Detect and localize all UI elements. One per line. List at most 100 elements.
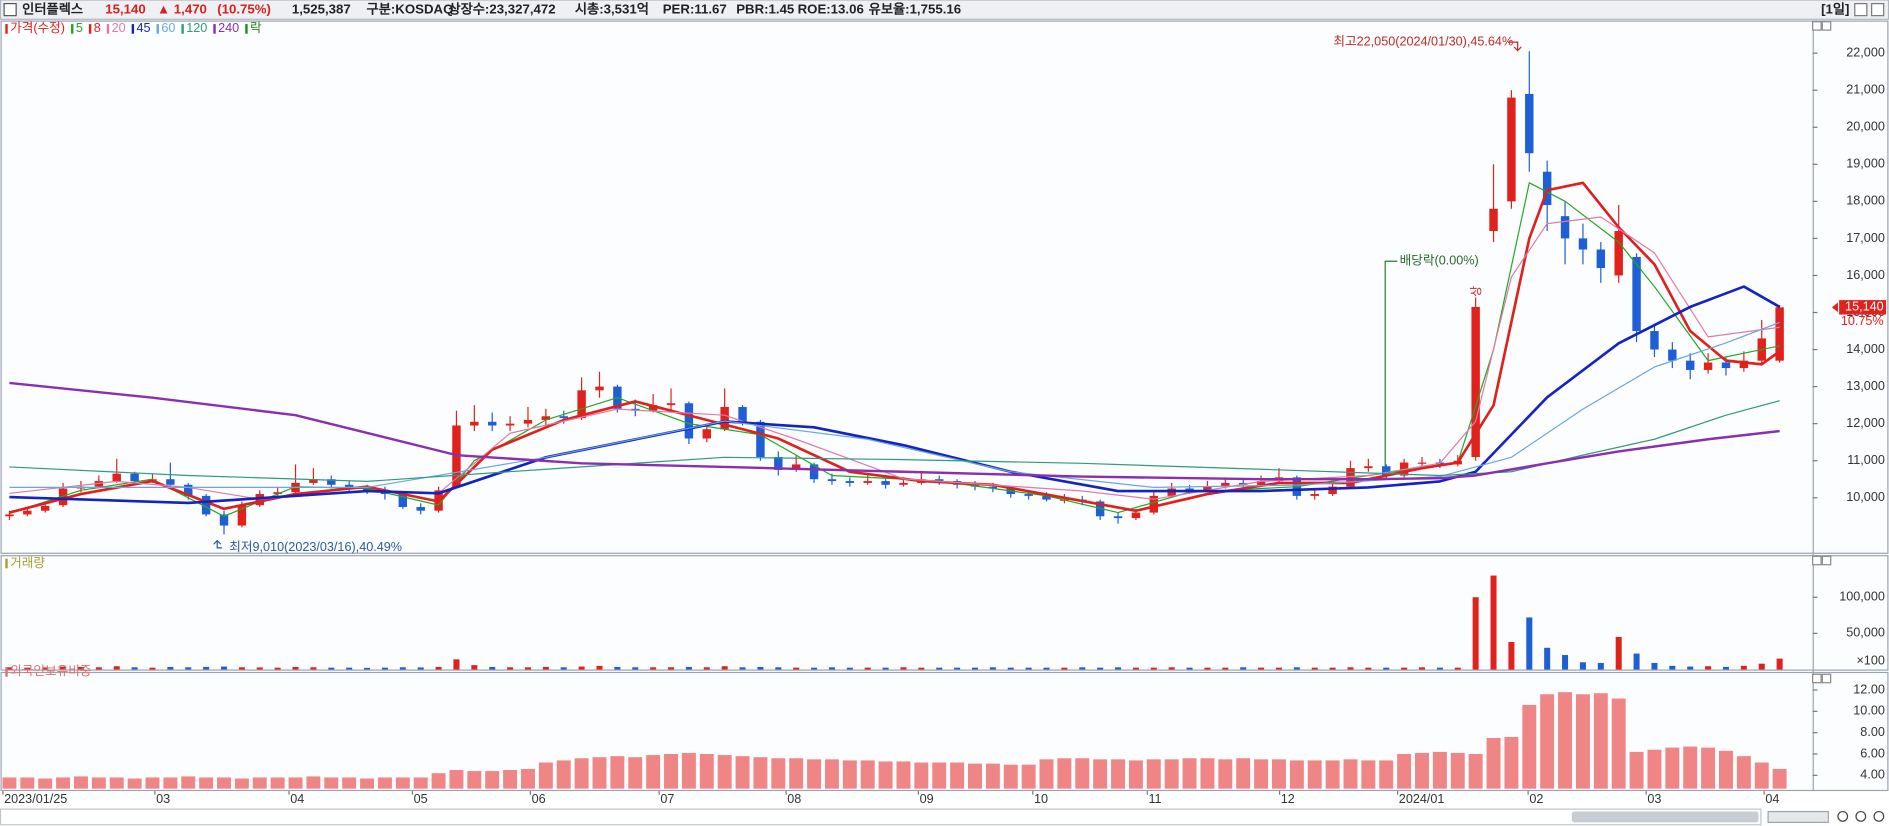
pane-button[interactable] — [1821, 21, 1832, 31]
pbr: PBR:1.45 — [736, 2, 794, 17]
foreign-ratio-bar — [306, 776, 321, 789]
candle-body — [1382, 466, 1391, 476]
candle-body — [1131, 512, 1141, 519]
pane-buttons — [1812, 21, 1832, 684]
candle-body — [1328, 486, 1337, 495]
candle-body — [899, 482, 908, 485]
volume-bar — [900, 667, 907, 670]
volume-bar — [1508, 642, 1515, 670]
zoom-in[interactable] — [1837, 810, 1849, 822]
zoom-slider[interactable] — [1767, 810, 1829, 823]
foreign-ratio-bar — [1325, 760, 1340, 789]
volume-bar — [560, 667, 567, 670]
candle-body — [309, 479, 318, 483]
candle-body — [23, 510, 32, 515]
price-pane — [0, 20, 1889, 554]
foreign-ratio-bar — [1182, 758, 1197, 789]
close-button[interactable] — [1871, 3, 1885, 17]
y-tick-label: 8.00 — [1860, 725, 1885, 739]
foreign-ratio-bar — [377, 777, 392, 789]
x-tick-label: 04 — [290, 792, 304, 806]
zoom-out[interactable] — [1855, 810, 1867, 822]
volume-bar — [1347, 667, 1354, 670]
foreign-ratio-bar — [556, 760, 571, 789]
x-tick-label: 09 — [920, 792, 934, 806]
volume-bar — [650, 667, 657, 670]
period[interactable]: [1일] — [1821, 2, 1849, 17]
zoom-reset[interactable] — [1873, 810, 1885, 822]
candle-body — [1721, 362, 1731, 369]
stock-name: 인터플렉스 — [22, 1, 83, 17]
candle-body — [1614, 230, 1623, 276]
legend-label: 120 — [186, 21, 207, 35]
pane-button[interactable] — [1821, 673, 1832, 684]
pane-button[interactable] — [1821, 555, 1832, 566]
volume-bar — [918, 667, 925, 670]
foreign-ratio-bar — [145, 777, 160, 789]
foreign-ratio-bar — [91, 777, 106, 789]
volume-bar — [1061, 667, 1068, 670]
foreign-ratio-bar — [842, 760, 857, 789]
legend-swatch — [71, 24, 74, 34]
foreign-ratio-bar — [181, 776, 196, 789]
per: PER:11.67 — [663, 2, 727, 17]
foreign-ratio-bar — [1039, 759, 1054, 789]
scrollbar-thumb[interactable] — [1571, 811, 1759, 823]
y-tick-label: 12,000 — [1846, 416, 1885, 430]
foreign-ratio-bar — [950, 762, 965, 789]
legend-label: 240 — [218, 21, 239, 35]
candle-body — [541, 416, 551, 420]
candle-body — [130, 473, 139, 482]
foreign-ratio-bar — [628, 757, 643, 789]
foreign-ratio-bar — [485, 771, 500, 789]
volume-bar — [524, 667, 531, 670]
foreign-ratio-bar — [1218, 759, 1233, 789]
x-tick-label: 08 — [787, 792, 801, 806]
volume-bar — [435, 666, 442, 670]
candle-body — [488, 421, 497, 426]
foreign-ratio-bar — [1504, 736, 1519, 789]
x-tick-label: 06 — [532, 792, 546, 806]
volume-bar — [1687, 666, 1694, 670]
volume-bar — [1651, 662, 1658, 670]
foreign-ratio-bar — [878, 761, 893, 789]
foreign-ratio-bar — [234, 778, 249, 789]
foreign-ratio-bar — [1415, 752, 1429, 789]
pane-button[interactable] — [1812, 555, 1822, 566]
candle-body — [559, 416, 568, 419]
x-tick-label: 05 — [414, 792, 428, 806]
candle-body — [1346, 468, 1355, 487]
candle-body — [702, 429, 711, 439]
candle-body — [791, 464, 801, 470]
minimize-button[interactable] — [1854, 3, 1868, 17]
candle-body — [219, 514, 229, 526]
foreign-ratio-bar — [1772, 768, 1787, 789]
foreign-ratio-bar — [1486, 738, 1501, 789]
volume-bar — [364, 667, 371, 670]
y-tick-label: 10,000 — [1846, 490, 1885, 504]
candle-body — [1042, 495, 1051, 500]
foreign-ratio-bar — [38, 778, 53, 789]
volume-bar — [936, 667, 943, 670]
foreign-ratio-bar — [73, 776, 88, 789]
volume-bar — [954, 667, 961, 670]
scrollbar[interactable] — [0, 808, 1762, 826]
legend-swatch — [5, 558, 8, 569]
volume-bar — [1275, 667, 1282, 670]
volume-bar — [6, 667, 13, 670]
volume-bar — [238, 667, 245, 670]
volume-bar — [1311, 667, 1318, 670]
foreign-ratio-bar — [1397, 754, 1412, 789]
foreign-ratio-bar — [824, 759, 839, 789]
pane-button[interactable] — [1812, 673, 1822, 684]
foreign-ratio-bar — [1289, 760, 1304, 789]
volume-bar — [1401, 667, 1408, 670]
volume-bar — [149, 667, 156, 670]
pane-button[interactable] — [1812, 21, 1822, 31]
volume-bar — [1204, 667, 1211, 670]
window-icon[interactable] — [3, 3, 17, 17]
foreign-ratio-bar — [807, 759, 822, 789]
candle-body — [1739, 360, 1749, 369]
volume-bar — [542, 666, 549, 670]
